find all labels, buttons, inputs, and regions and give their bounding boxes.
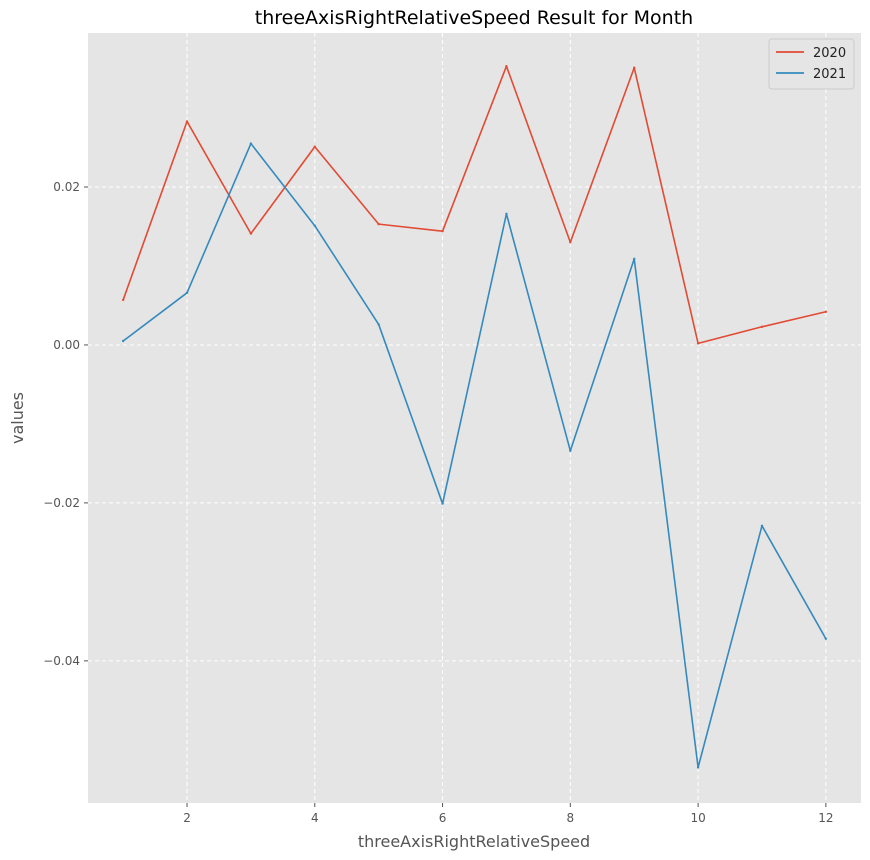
x-tick-label: 8 [567, 811, 575, 825]
y-tick-label: −0.02 [43, 496, 80, 510]
y-axis-label: values [8, 392, 27, 444]
data-point-2021 [824, 637, 828, 640]
grid-lines [88, 33, 861, 803]
data-point-2021 [505, 212, 508, 216]
data-point-2020 [633, 66, 636, 69]
data-point-2020 [696, 342, 700, 345]
data-point-2021 [696, 766, 700, 769]
data-point-2020 [824, 310, 828, 313]
plot-area [88, 33, 861, 803]
data-point-2020 [185, 120, 189, 123]
data-point-2020 [249, 232, 253, 235]
series-layer [121, 64, 828, 769]
data-point-2021 [249, 142, 253, 145]
data-point-2020 [313, 145, 316, 148]
data-point-2021 [377, 323, 380, 326]
legend-label-2021: 2021 [813, 67, 846, 82]
data-point-2020 [121, 298, 125, 302]
y-tick-label: 0.00 [53, 338, 80, 352]
data-point-2020 [377, 222, 380, 226]
data-point-2021 [633, 257, 636, 261]
data-point-2021 [441, 502, 444, 505]
series-line-2020 [122, 65, 827, 345]
chart-title: threeAxisRightRelativeSpeed Result for M… [255, 7, 693, 29]
legend-label-2020: 2020 [813, 46, 846, 61]
y-axis-ticks: 0.02 0.00 −0.02 −0.04 [43, 180, 88, 668]
x-axis-label: threeAxisRightRelativeSpeed [358, 832, 590, 851]
x-axis-ticks: 2 4 6 8 10 12 [183, 803, 834, 825]
data-point-2020 [441, 230, 444, 233]
x-tick-label: 4 [311, 811, 319, 825]
data-point-2021 [185, 291, 189, 295]
data-point-2020 [569, 241, 572, 244]
y-tick-label: −0.04 [43, 654, 80, 668]
data-point-2020 [505, 64, 508, 68]
legend: 2020 2021 [768, 38, 855, 90]
data-point-2021 [569, 449, 572, 452]
y-tick-label: 0.02 [53, 180, 80, 194]
data-point-2021 [313, 224, 316, 227]
data-point-2021 [121, 339, 125, 343]
x-tick-label: 10 [690, 811, 705, 825]
data-point-2020 [760, 325, 764, 328]
x-tick-label: 12 [818, 811, 833, 825]
x-tick-label: 2 [183, 811, 191, 825]
series-line-2021 [122, 142, 827, 769]
data-point-2021 [760, 524, 764, 527]
x-tick-label: 6 [439, 811, 447, 825]
